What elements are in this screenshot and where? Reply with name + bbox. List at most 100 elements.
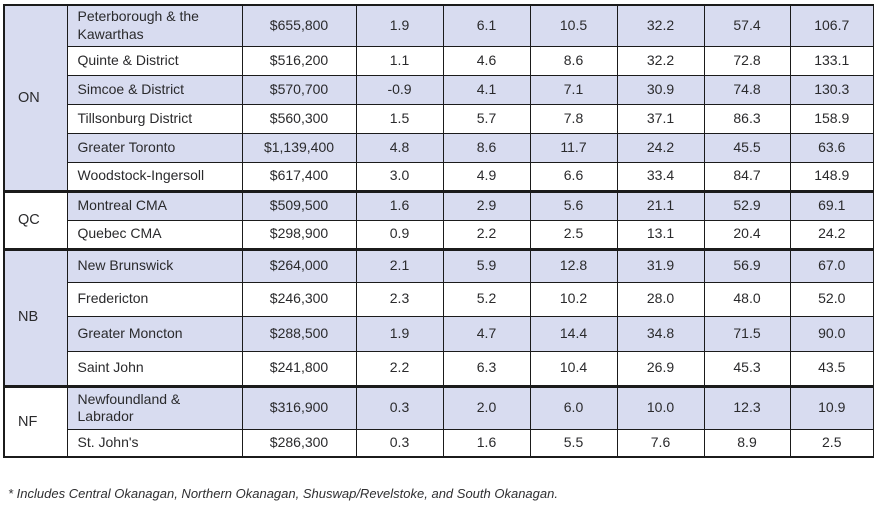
value-cell: 30.9 (616, 74, 705, 105)
value-cell: 1.5 (355, 103, 444, 134)
value-cell: 67.0 (789, 247, 874, 283)
region-cell: Simcoe & District (66, 74, 243, 105)
value-cell: 12.8 (529, 247, 618, 283)
value-cell: 5.2 (442, 281, 531, 317)
value-cell: 6.3 (442, 350, 531, 387)
price-cell: $655,800 (241, 4, 357, 47)
value-cell: 21.1 (616, 189, 705, 221)
table-row: NF Newfoundland & Labrador $316,900 0.3 2.0 6… (3, 384, 874, 458)
value-cell: 4.7 (442, 315, 531, 352)
price-cell: $298,900 (241, 219, 357, 250)
value-cell: 37.1 (616, 103, 705, 134)
price-cell: $570,700 (241, 74, 357, 105)
region-cell: Woodstock-Ingersoll (66, 161, 243, 192)
value-cell: 33.4 (616, 161, 705, 192)
value-cell: 28.0 (616, 281, 705, 317)
value-cell: 13.1 (616, 219, 705, 250)
value-cell: 74.8 (703, 74, 791, 105)
value-cell: 12.3 (703, 384, 791, 430)
value-cell: -0.9 (355, 74, 444, 105)
value-cell: 106.7 (789, 4, 874, 47)
value-cell: 5.5 (529, 428, 618, 458)
region-cell: Greater Moncton (66, 315, 243, 352)
region-cell: Saint John (66, 350, 243, 387)
value-cell: 4.9 (442, 161, 531, 192)
table-row: Fredericton $246,300 2.3 5.2 10.2 28.0 48.0 52.… (4, 281, 874, 317)
price-cell: $264,000 (241, 247, 357, 283)
value-cell: 63.6 (789, 132, 874, 163)
value-cell: 69.1 (789, 189, 874, 221)
value-cell: 72.8 (703, 45, 791, 76)
value-cell: 7.1 (529, 74, 618, 105)
table-row: QC Montreal CMA $509,500 1.6 2.9 5.6 21.1 52.9 6… (3, 189, 874, 250)
province-cell: ON (3, 4, 68, 192)
region-cell: Greater Toronto (66, 132, 243, 163)
value-cell: 4.6 (442, 45, 531, 76)
value-cell: 6.6 (529, 161, 618, 192)
value-cell: 32.2 (616, 45, 705, 76)
value-cell: 24.2 (789, 219, 874, 250)
table-row: Greater Toronto $1,139,400 4.8 8.6 11.7 24.2 4… (4, 132, 874, 163)
value-cell: 56.9 (703, 247, 791, 283)
price-cell: $246,300 (241, 281, 357, 317)
value-cell: 26.9 (616, 350, 705, 387)
value-cell: 1.1 (355, 45, 444, 76)
value-cell: 20.4 (703, 219, 791, 250)
price-cell: $1,139,400 (241, 132, 357, 163)
value-cell: 84.7 (703, 161, 791, 192)
value-cell: 32.2 (616, 4, 705, 47)
value-cell: 52.9 (703, 189, 791, 221)
price-cell: $288,500 (241, 315, 357, 352)
value-cell: 45.5 (703, 132, 791, 163)
value-cell: 10.4 (529, 350, 618, 387)
province-cell: QC (3, 189, 68, 250)
table-row: Tillsonburg District $560,300 1.5 5.7 7.8 37.… (4, 103, 874, 134)
value-cell: 1.6 (355, 189, 444, 221)
region-cell: Peterborough & the Kawarthas (66, 4, 243, 47)
value-cell: 24.2 (616, 132, 705, 163)
value-cell: 48.0 (703, 281, 791, 317)
province-cell: NF (3, 384, 68, 458)
table-row: Greater Moncton $288,500 1.9 4.7 14.4 34.8 71.… (4, 315, 874, 352)
value-cell: 5.6 (529, 189, 618, 221)
value-cell: 8.9 (703, 428, 791, 458)
value-cell: 4.8 (355, 132, 444, 163)
value-cell: 31.9 (616, 247, 705, 283)
value-cell: 45.3 (703, 350, 791, 387)
value-cell: 90.0 (789, 315, 874, 352)
region-cell: Quinte & District (66, 45, 243, 76)
value-cell: 8.6 (442, 132, 531, 163)
region-cell: Quebec CMA (66, 219, 243, 250)
table-row: NB New Brunswick $264,000 2.1 5.9 12.8 31.9 56.… (3, 247, 874, 387)
value-cell: 0.3 (355, 384, 444, 430)
value-cell: 6.0 (529, 384, 618, 430)
value-cell: 86.3 (703, 103, 791, 134)
value-cell: 10.0 (616, 384, 705, 430)
value-cell: 133.1 (789, 45, 874, 76)
price-cell: $509,500 (241, 189, 357, 221)
table-row: Quinte & District $516,200 1.1 4.6 8.6 32.2 72… (4, 45, 874, 76)
value-cell: 1.9 (355, 315, 444, 352)
value-cell: 2.1 (355, 247, 444, 283)
price-cell: $241,800 (241, 350, 357, 387)
value-cell: 1.6 (442, 428, 531, 458)
value-cell: 10.5 (529, 4, 618, 47)
value-cell: 1.9 (355, 4, 444, 47)
region-cell: New Brunswick (66, 247, 243, 283)
price-cell: $617,400 (241, 161, 357, 192)
price-cell: $286,300 (241, 428, 357, 458)
value-cell: 2.5 (529, 219, 618, 250)
value-cell: 6.1 (442, 4, 531, 47)
region-cell: Montreal CMA (66, 189, 243, 221)
value-cell: 8.6 (529, 45, 618, 76)
value-cell: 7.8 (529, 103, 618, 134)
value-cell: 5.7 (442, 103, 531, 134)
value-cell: 7.6 (616, 428, 705, 458)
value-cell: 148.9 (789, 161, 874, 192)
value-cell: 14.4 (529, 315, 618, 352)
value-cell: 2.3 (355, 281, 444, 317)
region-cell: Newfoundland & Labrador (66, 384, 243, 430)
price-cell: $516,200 (241, 45, 357, 76)
value-cell: 2.9 (442, 189, 531, 221)
